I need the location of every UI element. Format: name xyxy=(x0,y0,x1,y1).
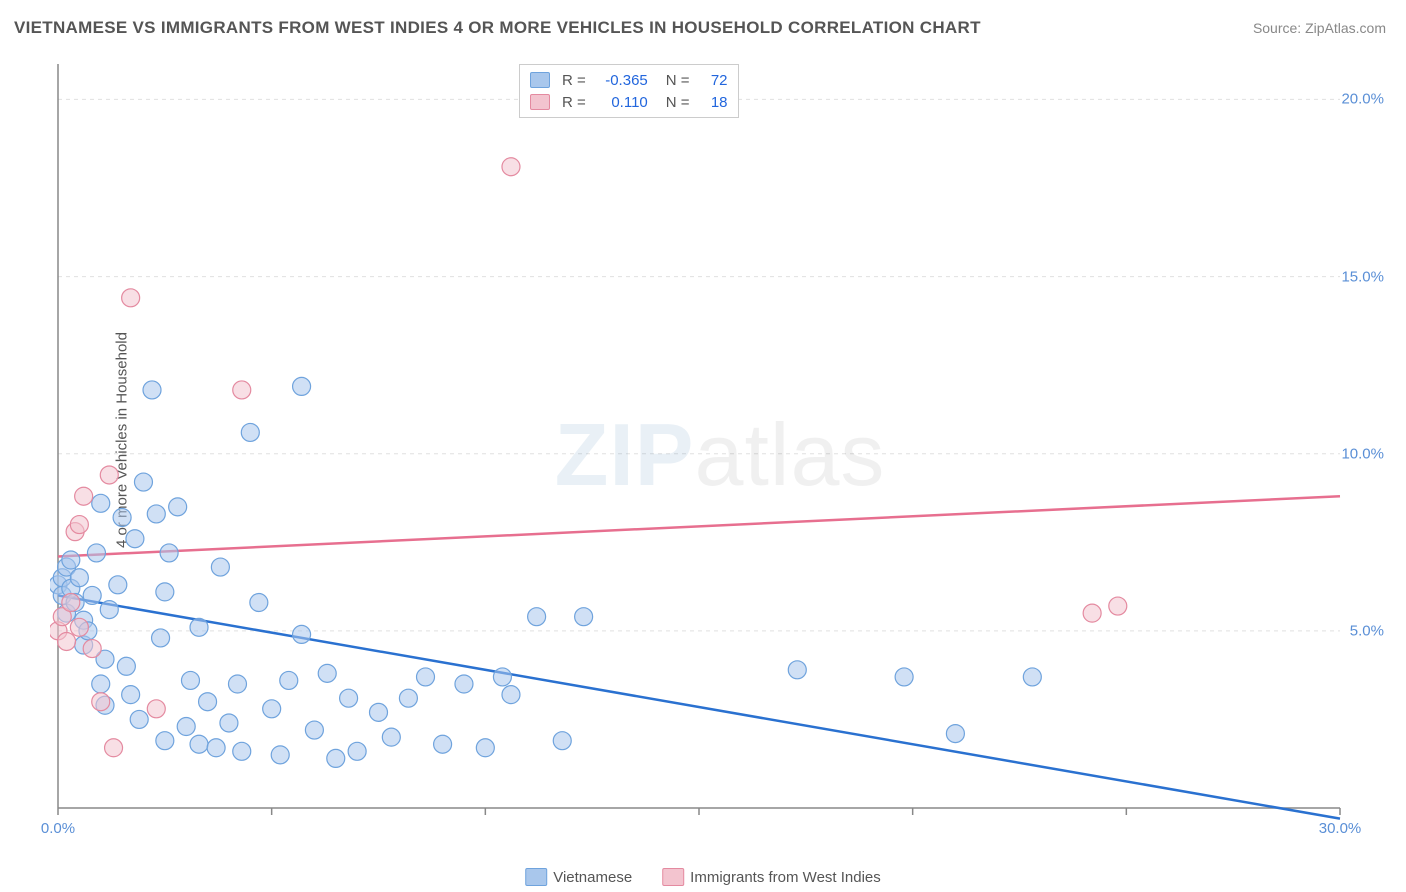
stat-n-value: 18 xyxy=(698,94,728,111)
legend-swatch xyxy=(530,94,550,110)
legend-label: Immigrants from West Indies xyxy=(690,869,881,886)
y-tick-label: 10.0% xyxy=(1341,445,1384,462)
stat-r-label: R = xyxy=(562,94,586,111)
stat-r-value: -0.365 xyxy=(594,72,648,89)
stat-n-label: N = xyxy=(666,72,690,89)
legend-item: Immigrants from West Indies xyxy=(662,868,881,886)
chart-title: VIETNAMESE VS IMMIGRANTS FROM WEST INDIE… xyxy=(14,18,981,38)
stat-n-label: N = xyxy=(666,94,690,111)
stat-r-label: R = xyxy=(562,72,586,89)
stats-box: R = -0.365 N = 72 R = 0.110 N = 18 xyxy=(519,64,739,118)
series-legend: Vietnamese Immigrants from West Indies xyxy=(525,868,881,886)
legend-swatch xyxy=(525,868,547,886)
stat-r-value: 0.110 xyxy=(594,94,648,111)
legend-swatch xyxy=(530,72,550,88)
y-tick-label: 15.0% xyxy=(1341,268,1384,285)
legend-swatch xyxy=(662,868,684,886)
x-tick-label: 0.0% xyxy=(41,820,75,837)
stats-row: R = 0.110 N = 18 xyxy=(530,91,728,113)
plot-area: ZIPatlas R =-0.365N =72R =0.110N =18 5.0… xyxy=(50,60,1390,850)
chart-container: VIETNAMESE VS IMMIGRANTS FROM WEST INDIE… xyxy=(0,0,1406,892)
legend-label: Vietnamese xyxy=(553,869,632,886)
stat-n-value: 72 xyxy=(698,72,728,89)
source-label: Source: ZipAtlas.com xyxy=(1253,20,1386,36)
legend-item: Vietnamese xyxy=(525,868,632,886)
y-tick-label: 20.0% xyxy=(1341,91,1384,108)
plot-svg xyxy=(50,60,1390,850)
y-tick-label: 5.0% xyxy=(1350,622,1384,639)
x-tick-label: 30.0% xyxy=(1319,820,1362,837)
stats-row: R = -0.365 N = 72 xyxy=(530,69,728,91)
